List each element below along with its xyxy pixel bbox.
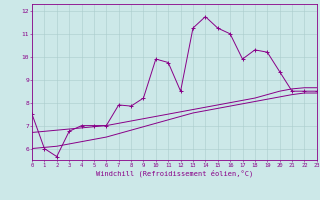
X-axis label: Windchill (Refroidissement éolien,°C): Windchill (Refroidissement éolien,°C) xyxy=(96,169,253,177)
